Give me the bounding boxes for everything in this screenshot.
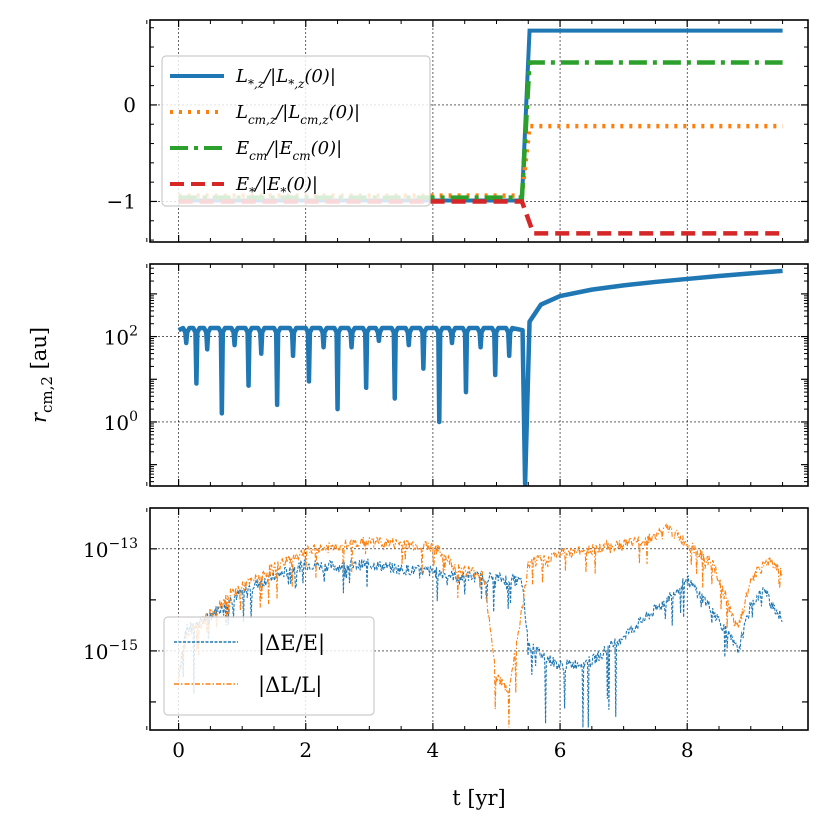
legend-label-part: E bbox=[235, 138, 249, 159]
y-tick-label: 10−13 bbox=[83, 536, 138, 562]
y-tick-label: 102 bbox=[104, 324, 138, 350]
bottom-panel-frame bbox=[149, 507, 809, 731]
legend-label: Lcm,z/|Lcm,z(0)| bbox=[235, 102, 360, 127]
legend-frame bbox=[161, 55, 431, 207]
x-tick-label: 6 bbox=[554, 738, 567, 762]
y-tick-label-base: 10 bbox=[83, 640, 108, 664]
legend-label-part: E bbox=[235, 174, 249, 195]
legend-bottom: |ΔE/E| |ΔL/L| bbox=[163, 616, 375, 716]
y-tick-label-base: 10 bbox=[83, 538, 108, 562]
y-tick-label-exp: −15 bbox=[108, 638, 138, 654]
legend-label-part: *,z bbox=[248, 77, 265, 91]
legend-label: |ΔL/L| bbox=[258, 673, 322, 698]
y-axis-label-sub: cm,2 bbox=[38, 376, 56, 413]
legend-label: Ecm/|Ecm(0)| bbox=[235, 138, 342, 163]
legend-label: E*/|E*(0)| bbox=[235, 174, 318, 199]
y-tick-label-exp: −13 bbox=[108, 536, 138, 552]
series-line bbox=[178, 558, 783, 728]
legend-label: |ΔE/E| bbox=[258, 631, 325, 656]
legend-label-part: * bbox=[249, 185, 255, 199]
x-tick-label: 4 bbox=[427, 738, 440, 762]
y-tick-label: 10−15 bbox=[83, 638, 138, 664]
x-tick-label: 2 bbox=[299, 738, 312, 762]
y-axis-label-main: r bbox=[27, 411, 51, 423]
y-tick-label-base: 10 bbox=[104, 411, 129, 435]
middle-y-axis-label: rcm,2 [au] bbox=[27, 327, 56, 423]
y-tick-label-exp: 2 bbox=[129, 324, 138, 340]
y-tick-label: −1 bbox=[107, 189, 136, 213]
x-axis-label: t [yr] bbox=[452, 786, 505, 810]
legend-top: L*,z/|L*,z(0)|Lcm,z/|Lcm,z(0)|Ecm/|Ecm(0… bbox=[161, 55, 431, 207]
legend-label-part: (0)| bbox=[286, 174, 318, 195]
legend-label-part: /|E bbox=[265, 138, 292, 159]
legend-label-part: cm bbox=[293, 149, 311, 163]
legend-label-part: /|E bbox=[253, 174, 280, 195]
legend-label-part: (0)| bbox=[329, 102, 361, 123]
y-tick-label-base: 10 bbox=[104, 326, 129, 350]
y-tick-label: 0 bbox=[123, 93, 136, 117]
legend-label: L*,z/|L*,z(0)| bbox=[235, 66, 336, 91]
legend-label-part: (0)| bbox=[311, 138, 343, 159]
y-tick-label-exp: 0 bbox=[129, 409, 138, 425]
y-axis-label-unit: [au] bbox=[27, 327, 51, 376]
legend-label-part: /|L bbox=[262, 66, 288, 87]
x-tick-label: 0 bbox=[172, 738, 185, 762]
legend-label-part: /|L bbox=[274, 102, 300, 123]
series-line bbox=[178, 522, 783, 728]
legend-label-part: * bbox=[280, 185, 286, 199]
legend-label-part: L bbox=[235, 66, 248, 87]
middle-panel-frame bbox=[149, 263, 809, 487]
x-tick-label: 8 bbox=[681, 738, 694, 762]
legend-label-part: L bbox=[235, 102, 248, 123]
legend-label-part: cm,z bbox=[300, 113, 329, 127]
legend-label-part: cm,z bbox=[248, 113, 277, 127]
legend-label-part: *,z bbox=[288, 77, 305, 91]
legend-label-part: (0)| bbox=[304, 66, 336, 87]
top-panel-frame bbox=[149, 19, 809, 243]
y-tick-label: 100 bbox=[104, 409, 138, 435]
series-line bbox=[177, 268, 783, 487]
legend-label-part: cm bbox=[249, 149, 267, 163]
